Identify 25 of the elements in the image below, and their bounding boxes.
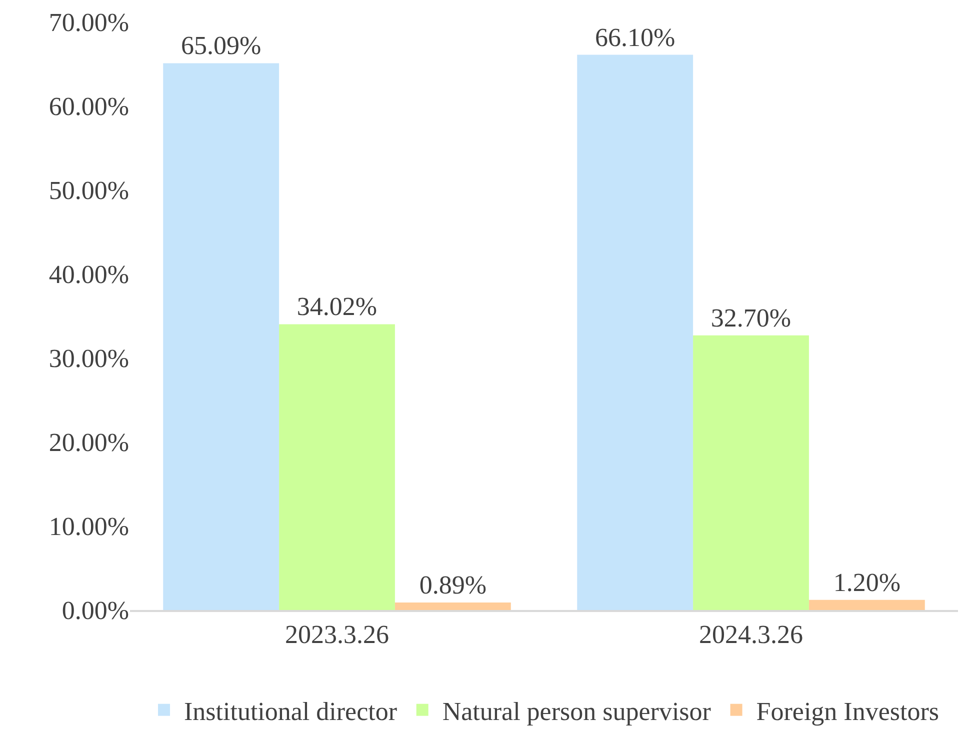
x-tick-label: 2023.3.26 [285, 620, 389, 650]
data-label: 0.89% [419, 570, 487, 600]
y-tick-label: 10.00% [48, 512, 129, 542]
y-tick-label: 40.00% [48, 260, 129, 290]
data-label: 34.02% [296, 292, 378, 322]
data-label: 1.20% [833, 568, 901, 597]
bar [808, 600, 925, 610]
y-tick-label: 60.00% [48, 92, 129, 122]
legend-label: Institutional director [184, 696, 398, 726]
bar [394, 602, 511, 610]
data-label: 65.09% [180, 31, 262, 60]
legend-label: Natural person supervisor [442, 696, 712, 726]
y-tick-label: 0.00% [62, 596, 129, 626]
x-tick-label: 2024.3.26 [699, 620, 803, 650]
bar [163, 63, 280, 610]
y-tick-label: 50.00% [48, 176, 129, 206]
bar [279, 324, 395, 610]
data-label: 32.70% [710, 303, 792, 332]
y-tick-label: 30.00% [48, 344, 129, 374]
y-tick-label: 70.00% [48, 8, 129, 38]
legend-label: Foreign Investors [756, 696, 939, 726]
data-label: 66.10% [594, 22, 676, 52]
bar [693, 335, 809, 610]
y-tick-label: 20.00% [48, 428, 129, 458]
bar [577, 54, 694, 610]
